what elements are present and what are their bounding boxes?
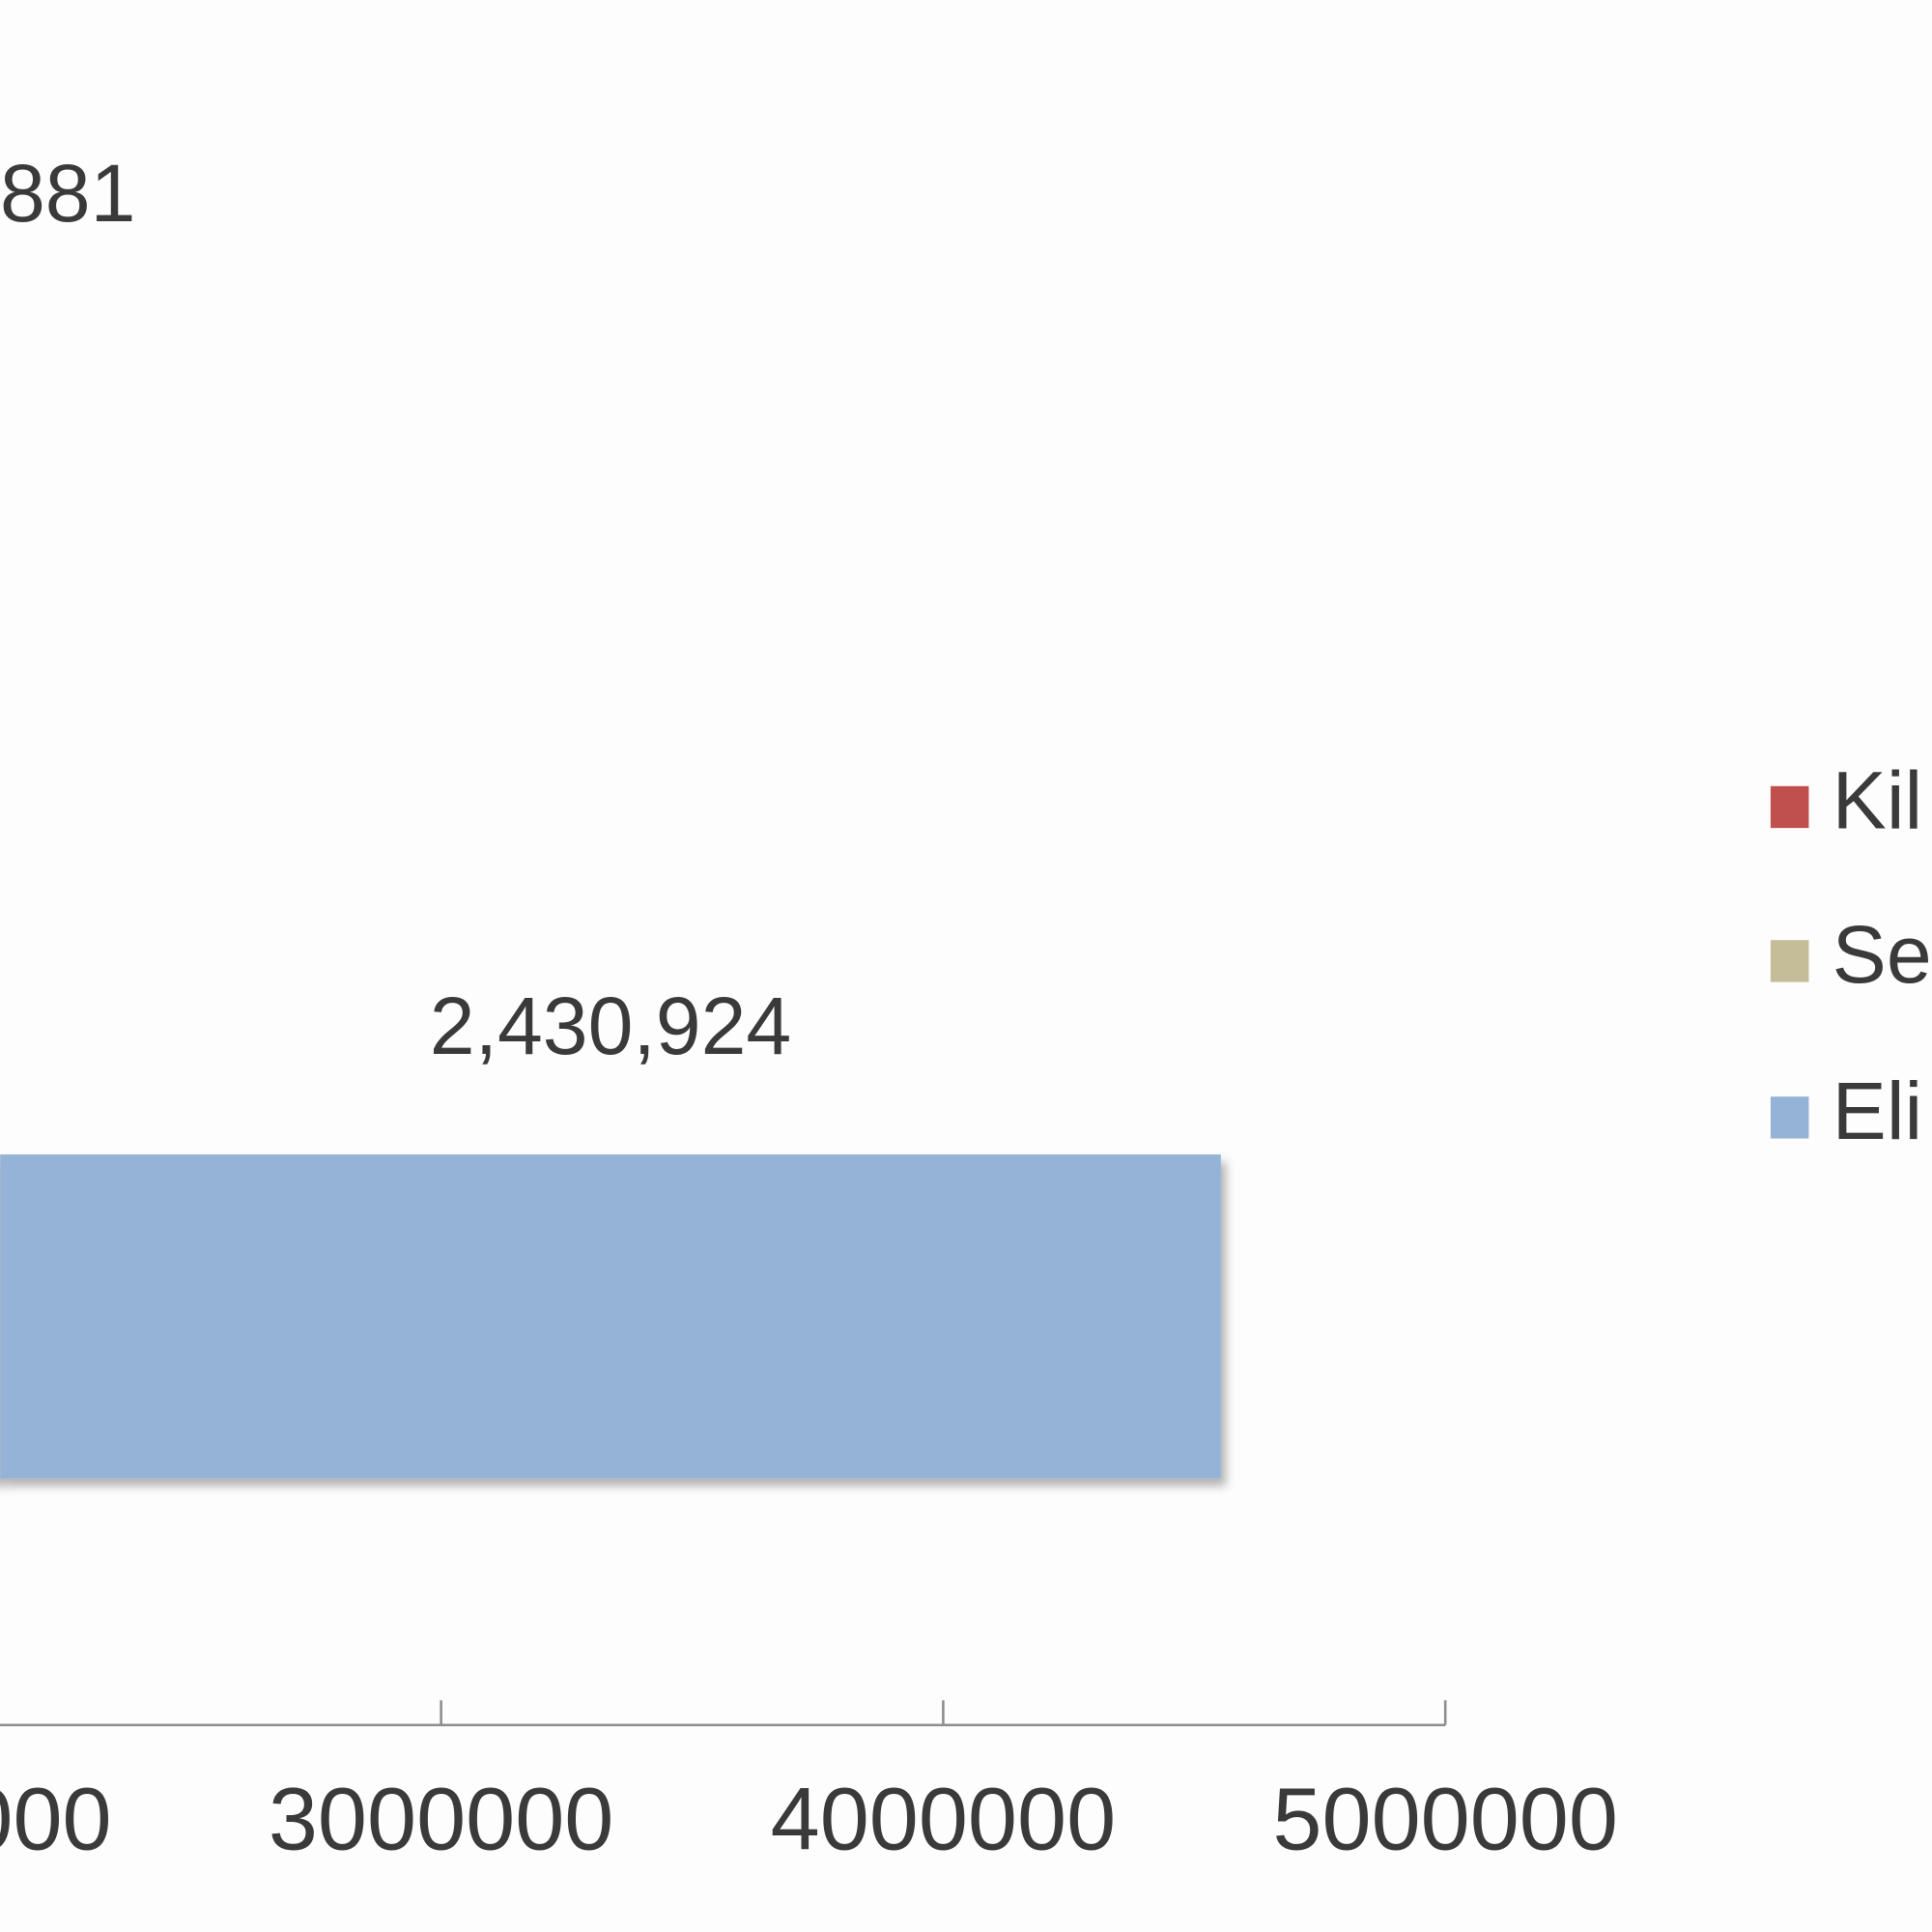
legend-label: Kil	[1833, 755, 1923, 846]
x-tick-label: 3000000	[269, 1771, 614, 1869]
legend-label: Eli	[1833, 1065, 1923, 1156]
annotation: 881	[0, 148, 135, 239]
legend-label: Se	[1833, 909, 1932, 1000]
legend-swatch	[1770, 1096, 1809, 1139]
legend-swatch	[1770, 785, 1809, 829]
value-label: 2,430,924	[430, 980, 791, 1071]
bar	[0, 1154, 1221, 1479]
x-tick-label: 2000000	[0, 1771, 112, 1869]
x-tick-label: 4000000	[771, 1771, 1117, 1869]
legend-swatch	[1770, 940, 1809, 982]
x-tick-label: 5000000	[1272, 1771, 1618, 1869]
